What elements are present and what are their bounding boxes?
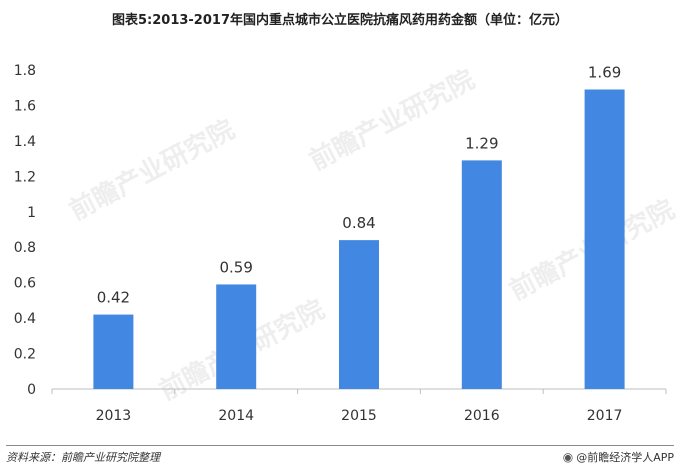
y-tick-label: 0.4 [14, 311, 36, 327]
y-tick-label: 1.8 [14, 63, 36, 79]
data-label: 1.29 [465, 134, 498, 152]
brand-credit: ◉ @前瞻经济学人APP [563, 449, 674, 465]
x-tick-label: 2016 [464, 408, 500, 424]
bar [216, 284, 257, 389]
x-tick-label: 2014 [218, 408, 254, 424]
y-tick-label: 1.2 [14, 169, 36, 185]
bar [461, 160, 502, 389]
chart-title: 图表5:2013-2017年国内重点城市公立医院抗痛风药用药金额（单位：亿元） [111, 13, 568, 28]
bar [93, 314, 134, 389]
bar [584, 89, 625, 389]
y-tick-label: 0.2 [14, 347, 36, 363]
y-tick-label: 1.6 [14, 98, 36, 114]
circle-logo-icon: ◉ [562, 450, 574, 464]
bar-chart: 0 0.2 0.4 0.6 0.8 1 1.2 1.4 1.6 1.8 0.42 2013 0.59 20… [14, 63, 667, 424]
y-tick-label: 0.6 [14, 276, 36, 292]
y-tick-label: 1 [27, 205, 36, 221]
x-tick-label: 2013 [96, 408, 132, 424]
source-note: 资料来源：前瞻产业研究院整理 [6, 451, 160, 464]
y-tick-label: 0.8 [14, 240, 36, 256]
data-label: 0.42 [97, 289, 130, 307]
footer-divider [6, 445, 674, 446]
data-label: 0.59 [219, 258, 252, 276]
brand-label: @前瞻经济学人APP [576, 451, 674, 464]
x-tick-label: 2017 [587, 408, 623, 424]
bar [339, 240, 379, 389]
y-tick-label: 0 [27, 382, 36, 398]
x-tick-label: 2015 [341, 408, 377, 424]
footer: 资料来源：前瞻产业研究院整理 ◉ @前瞻经济学人APP [6, 445, 674, 465]
data-label: 0.84 [342, 214, 375, 232]
data-label: 1.69 [588, 63, 621, 81]
y-tick-label: 1.4 [14, 134, 36, 150]
